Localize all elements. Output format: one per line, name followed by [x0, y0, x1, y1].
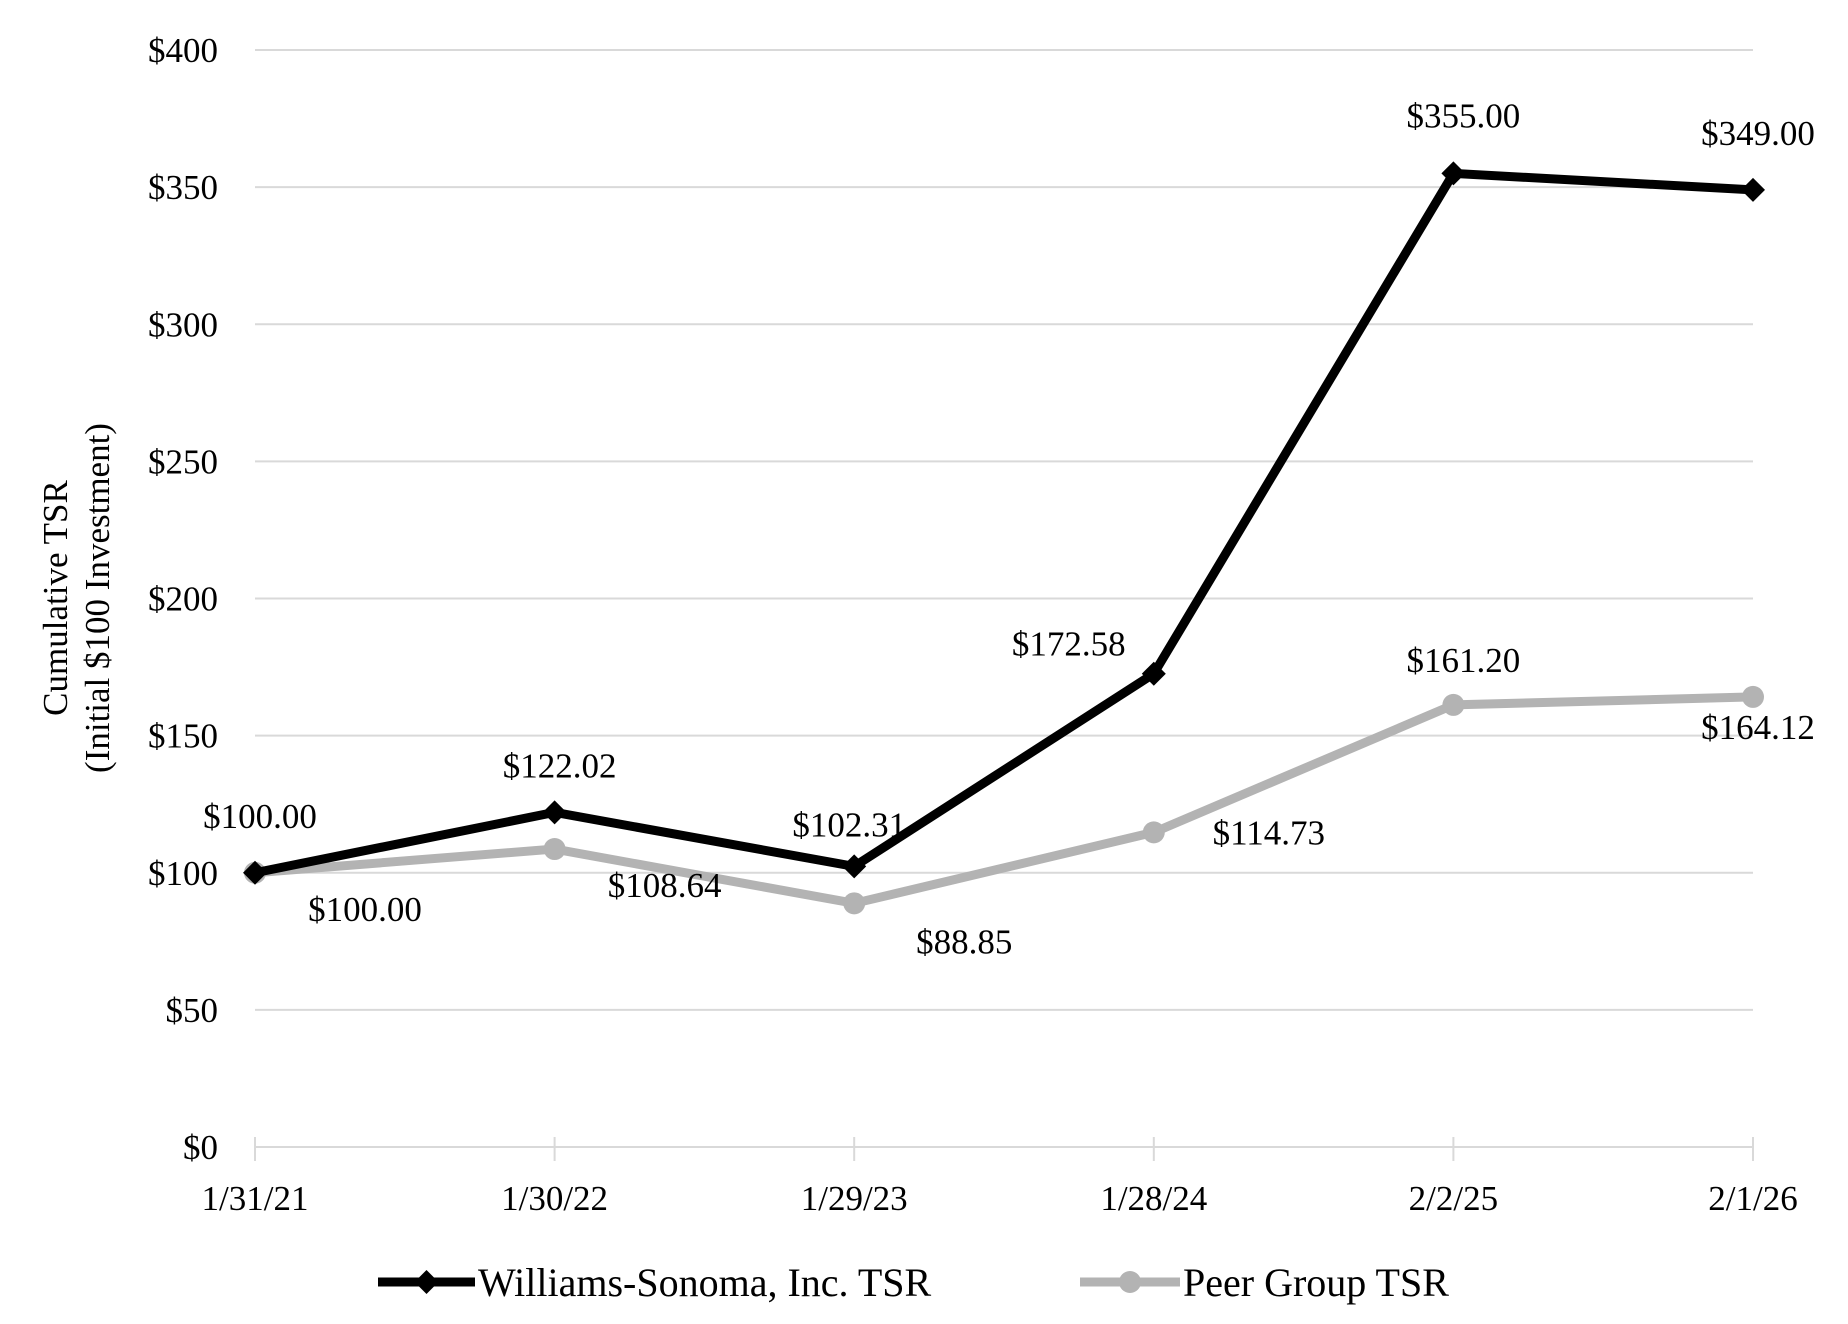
- data-point: [1742, 685, 1764, 708]
- legend-label: Williams-Sonoma, Inc. TSR: [478, 1260, 932, 1305]
- x-tick-label: 1/29/23: [801, 1179, 908, 1218]
- data-label: $355.00: [1407, 96, 1521, 135]
- y-tick-label: $200: [148, 580, 218, 619]
- data-point: [1442, 693, 1465, 716]
- legend-marker: [414, 1270, 439, 1294]
- y-axis-title-line: (Initial $100 Investment): [78, 423, 117, 773]
- y-tick-label: $250: [148, 442, 218, 481]
- data-label: $349.00: [1701, 114, 1815, 153]
- legend-label: Peer Group TSR: [1183, 1260, 1449, 1305]
- x-axis-tick-labels: 1/31/21 1/30/22 1/29/23 1/28/24 2/2/25 2/1/26: [202, 1179, 1798, 1218]
- y-axis-title-line: Cumulative TSR: [36, 480, 75, 716]
- data-point: [542, 800, 567, 825]
- legend-marker: [1119, 1271, 1141, 1293]
- data-label: $100.00: [203, 797, 317, 836]
- data-point: [843, 892, 866, 915]
- data-point: [842, 854, 867, 879]
- gridlines: [255, 49, 1753, 1011]
- series-line: [254, 692, 1754, 908]
- x-tick-label: 1/28/24: [1100, 1179, 1207, 1218]
- data-label: $108.64: [608, 866, 722, 905]
- data-label: $114.73: [1213, 813, 1325, 852]
- legend-item: Peer Group TSR: [1080, 1260, 1449, 1305]
- legend-item: Williams-Sonoma, Inc. TSR: [378, 1260, 932, 1305]
- data-label: $161.20: [1407, 641, 1521, 680]
- data-label: $164.12: [1701, 708, 1815, 747]
- y-axis-tick-labels: $0 $50 $100 $150 $200 $250 $300 $350 $400: [148, 31, 218, 1167]
- data-point: [1141, 661, 1166, 686]
- data-point: [1741, 177, 1765, 202]
- y-tick-label: $100: [148, 854, 218, 893]
- data-label: $122.02: [503, 746, 617, 785]
- x-axis: [254, 1137, 1754, 1161]
- y-tick-label: $300: [148, 305, 218, 344]
- y-tick-label: $350: [148, 168, 218, 207]
- x-tick-label: 2/1/26: [1708, 1179, 1797, 1218]
- data-point: [1441, 161, 1466, 186]
- x-tick-label: 2/2/25: [1409, 1179, 1498, 1218]
- y-tick-label: $50: [166, 991, 219, 1030]
- x-tick-label: 1/31/21: [202, 1179, 309, 1218]
- data-label: $172.58: [1012, 625, 1126, 664]
- data-point: [243, 860, 267, 885]
- data-label: $100.00: [308, 890, 422, 929]
- y-tick-label: $150: [148, 717, 218, 756]
- data-series: [243, 161, 1765, 915]
- y-tick-label: $0: [183, 1128, 218, 1167]
- data-point: [543, 838, 566, 861]
- data-point: [1142, 821, 1165, 844]
- legend: Williams-Sonoma, Inc. TSR Peer Group TSR: [378, 1260, 1449, 1305]
- y-tick-label: $400: [148, 31, 218, 70]
- data-label: $88.85: [916, 922, 1012, 961]
- data-label: $102.31: [792, 805, 906, 844]
- x-tick-label: 1/30/22: [501, 1179, 608, 1218]
- data-labels: $100.00 $122.02 $102.31 $172.58 $355.00 $349.…: [203, 96, 1815, 961]
- y-axis-title: Cumulative TSR (Initial $100 Investment): [36, 423, 117, 773]
- series-line: [254, 168, 1754, 878]
